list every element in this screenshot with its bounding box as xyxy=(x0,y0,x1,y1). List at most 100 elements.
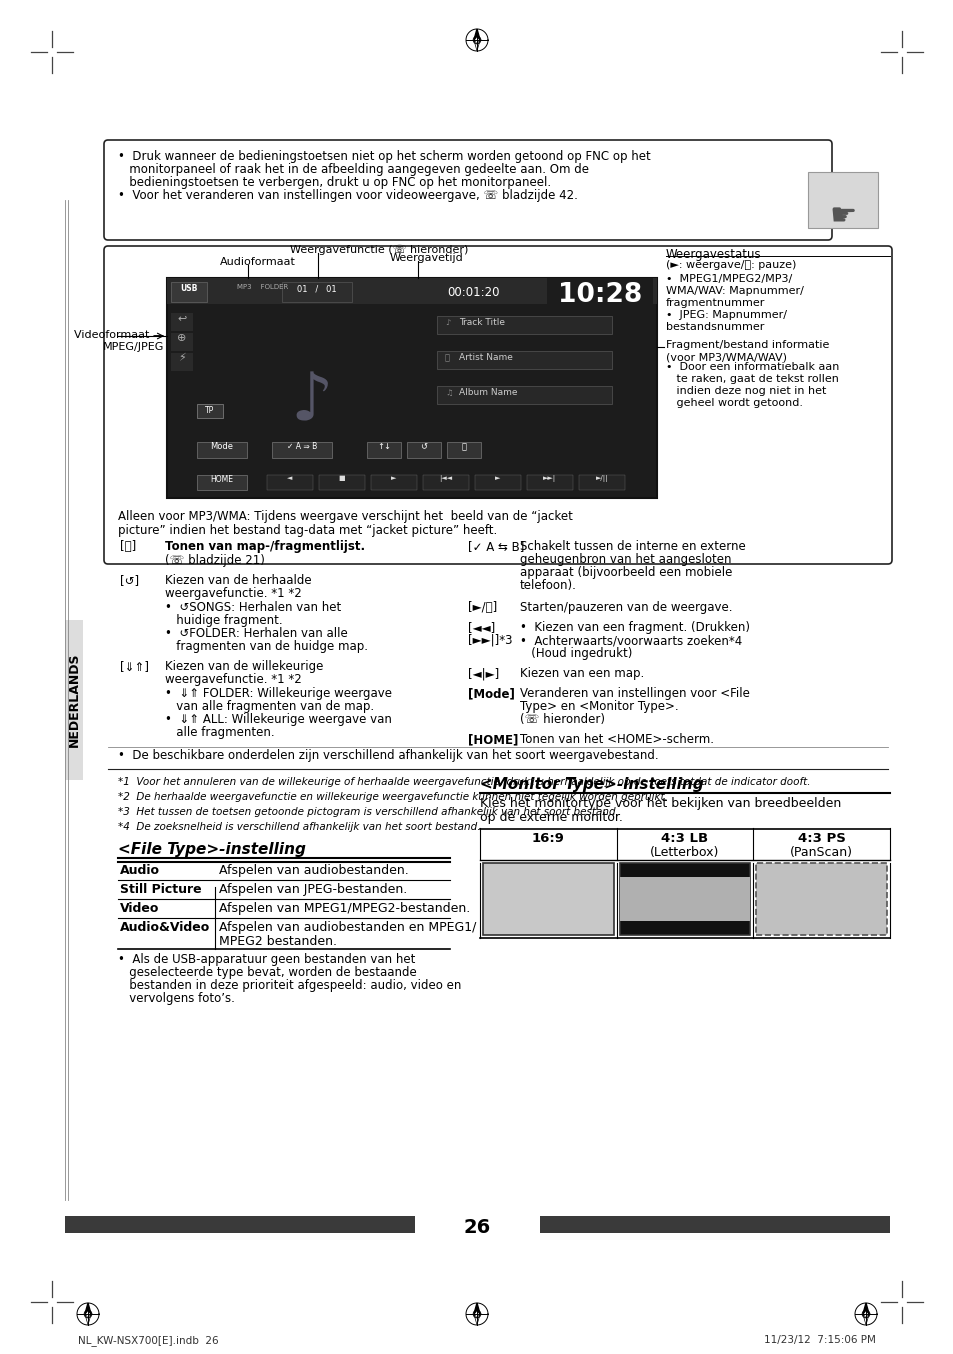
Text: •  Druk wanneer de bedieningstoetsen niet op het scherm worden getoond op FNC op: • Druk wanneer de bedieningstoetsen niet… xyxy=(118,150,650,162)
Bar xyxy=(475,475,520,490)
Text: (Letterbox): (Letterbox) xyxy=(650,846,719,858)
Text: Audio&Video: Audio&Video xyxy=(120,921,210,934)
Text: ↑↓: ↑↓ xyxy=(376,441,391,451)
Text: •  Achterwaarts/voorwaarts zoeken*4: • Achterwaarts/voorwaarts zoeken*4 xyxy=(519,634,741,647)
Bar xyxy=(272,441,332,458)
Text: MPEG2 bestanden.: MPEG2 bestanden. xyxy=(219,936,336,948)
Text: (PanScan): (PanScan) xyxy=(789,846,852,858)
Text: •  ⇓⇑ FOLDER: Willekeurige weergave: • ⇓⇑ FOLDER: Willekeurige weergave xyxy=(165,686,392,700)
Bar xyxy=(196,441,247,458)
Bar xyxy=(756,862,886,936)
Bar xyxy=(436,315,612,334)
Text: <Monitor Type>-instelling: <Monitor Type>-instelling xyxy=(479,777,703,792)
Text: HOME: HOME xyxy=(211,475,233,483)
Text: Kies het monitortype voor het bekijken van breedbeelden: Kies het monitortype voor het bekijken v… xyxy=(479,798,841,810)
Text: Alleen voor MP3/WMA: Tijdens weergave verschijnt het  beeld van de “jacket: Alleen voor MP3/WMA: Tijdens weergave ve… xyxy=(118,510,572,523)
Text: ⚡: ⚡ xyxy=(178,353,186,363)
Text: picture” indien het bestand tag-data met “jacket picture” heeft.: picture” indien het bestand tag-data met… xyxy=(118,524,497,538)
Text: ►/||: ►/|| xyxy=(595,475,608,482)
Text: ✓ A ⇒ B: ✓ A ⇒ B xyxy=(287,441,316,451)
Bar xyxy=(546,278,652,305)
Text: fragmenten van de huidge map.: fragmenten van de huidge map. xyxy=(165,640,368,653)
Text: NL_KW-NSX700[E].indb  26: NL_KW-NSX700[E].indb 26 xyxy=(78,1335,218,1346)
Polygon shape xyxy=(474,41,479,51)
Text: [↺]: [↺] xyxy=(120,574,139,588)
Bar xyxy=(282,282,352,302)
Text: Fragment/bestand informatie: Fragment/bestand informatie xyxy=(665,340,828,349)
Bar xyxy=(539,1216,889,1233)
Text: huidige fragment.: huidige fragment. xyxy=(165,613,282,627)
Text: ⊕: ⊕ xyxy=(177,333,187,343)
Text: 01   /   01: 01 / 01 xyxy=(297,284,336,294)
Text: Weergavestatus: Weergavestatus xyxy=(665,248,760,261)
Polygon shape xyxy=(474,1313,479,1326)
Text: (Houd ingedrukt): (Houd ingedrukt) xyxy=(519,647,632,659)
Text: ☛: ☛ xyxy=(828,203,856,232)
Polygon shape xyxy=(862,1303,868,1313)
Text: Tonen van het <HOME>-scherm.: Tonen van het <HOME>-scherm. xyxy=(519,733,713,746)
Text: geheugenbron van het aangesloten: geheugenbron van het aangesloten xyxy=(519,552,731,566)
Text: van alle fragmenten van de map.: van alle fragmenten van de map. xyxy=(165,700,374,714)
Bar xyxy=(578,475,624,490)
Text: 00:01:20: 00:01:20 xyxy=(447,286,499,299)
Text: [Mode]: [Mode] xyxy=(468,686,515,700)
Text: TP: TP xyxy=(205,406,214,414)
Text: Weergavetijd: Weergavetijd xyxy=(390,253,463,263)
Polygon shape xyxy=(474,28,479,41)
Text: weergavefunctie. *1 *2: weergavefunctie. *1 *2 xyxy=(165,588,301,600)
Text: alle fragmenten.: alle fragmenten. xyxy=(165,726,274,739)
Text: 11/23/12  7:15:06 PM: 11/23/12 7:15:06 PM xyxy=(763,1335,875,1345)
Text: *2  De herhaalde weergavefunctie en willekeurige weergavefunctie kunnen niet teg: *2 De herhaalde weergavefunctie en wille… xyxy=(118,792,667,802)
Text: Track Title: Track Title xyxy=(458,318,504,328)
Text: geheel wordt getoond.: geheel wordt getoond. xyxy=(665,398,802,408)
Text: Kiezen van de willekeurige: Kiezen van de willekeurige xyxy=(165,659,323,673)
Text: telefoon).: telefoon). xyxy=(519,580,577,592)
Bar xyxy=(807,172,877,227)
Text: MPEG/JPEG: MPEG/JPEG xyxy=(103,343,164,352)
Text: 4:3 LB: 4:3 LB xyxy=(660,831,708,845)
Text: ♫: ♫ xyxy=(444,389,452,397)
Text: WMA/WAV: Mapnummer/: WMA/WAV: Mapnummer/ xyxy=(665,286,803,297)
Text: •  Als de USB-apparatuur geen bestanden van het: • Als de USB-apparatuur geen bestanden v… xyxy=(118,953,415,965)
Polygon shape xyxy=(85,1313,91,1326)
Text: *4  De zoeksnelheid is verschillend afhankelijk van het soort bestand.: *4 De zoeksnelheid is verschillend afhan… xyxy=(118,822,480,831)
Bar xyxy=(436,351,612,370)
Text: geselecteerde type bevat, worden de bestaande: geselecteerde type bevat, worden de best… xyxy=(118,965,416,979)
Text: ►: ► xyxy=(495,475,500,481)
Text: •  ↺FOLDER: Herhalen van alle: • ↺FOLDER: Herhalen van alle xyxy=(165,627,348,640)
Text: Kiezen van een map.: Kiezen van een map. xyxy=(519,668,643,680)
Bar xyxy=(167,278,657,498)
Text: •  MPEG1/MPEG2/MP3/: • MPEG1/MPEG2/MP3/ xyxy=(665,274,791,284)
Bar xyxy=(619,877,750,921)
Text: [◄◄]: [◄◄] xyxy=(468,621,495,634)
Text: bestanden in deze prioriteit afgespeeld: audio, video en: bestanden in deze prioriteit afgespeeld:… xyxy=(118,979,461,992)
Text: Audioformaat: Audioformaat xyxy=(220,257,295,267)
Text: [⇓⇑]: [⇓⇑] xyxy=(120,659,149,673)
Bar xyxy=(171,353,193,371)
Text: Mode: Mode xyxy=(211,441,233,451)
Text: *1  Voor het annuleren van de willekeurige of herhaalde weergavefunctie, drukt u: *1 Voor het annuleren van de willekeurig… xyxy=(118,777,810,787)
Text: Video: Video xyxy=(120,902,159,915)
Polygon shape xyxy=(862,1313,868,1326)
Text: MP3    FOLDER: MP3 FOLDER xyxy=(236,284,288,290)
Text: Videoformaat —: Videoformaat — xyxy=(74,330,164,340)
Text: 👤: 👤 xyxy=(444,353,450,362)
Text: Afspelen van JPEG-bestanden.: Afspelen van JPEG-bestanden. xyxy=(219,883,407,896)
Text: ♪: ♪ xyxy=(291,368,333,435)
Bar xyxy=(196,403,223,418)
Text: Afspelen van audiobestanden.: Afspelen van audiobestanden. xyxy=(219,864,408,877)
Text: monitorpaneel of raak het in de afbeelding aangegeven gedeelte aan. Om de: monitorpaneel of raak het in de afbeeldi… xyxy=(118,162,588,176)
Text: apparaat (bijvoorbeeld een mobiele: apparaat (bijvoorbeeld een mobiele xyxy=(519,566,732,580)
Text: •  De beschikbare onderdelen zijn verschillend afhankelijk van het soort weergav: • De beschikbare onderdelen zijn verschi… xyxy=(118,749,658,762)
Bar xyxy=(526,475,573,490)
Text: (►: weergave/⏸: pauze): (►: weergave/⏸: pauze) xyxy=(665,260,796,269)
FancyBboxPatch shape xyxy=(104,139,831,240)
Text: Afspelen van audiobestanden en MPEG1/: Afspelen van audiobestanden en MPEG1/ xyxy=(219,921,476,934)
Text: <File Type>-instelling: <File Type>-instelling xyxy=(118,842,306,857)
Text: te raken, gaat de tekst rollen: te raken, gaat de tekst rollen xyxy=(665,374,838,385)
Bar xyxy=(267,475,313,490)
Text: Artist Name: Artist Name xyxy=(458,353,513,362)
Text: USB: USB xyxy=(180,284,197,292)
Text: Starten/pauzeren van de weergave.: Starten/pauzeren van de weergave. xyxy=(519,601,732,613)
Text: [⌕]: [⌕] xyxy=(120,540,136,552)
